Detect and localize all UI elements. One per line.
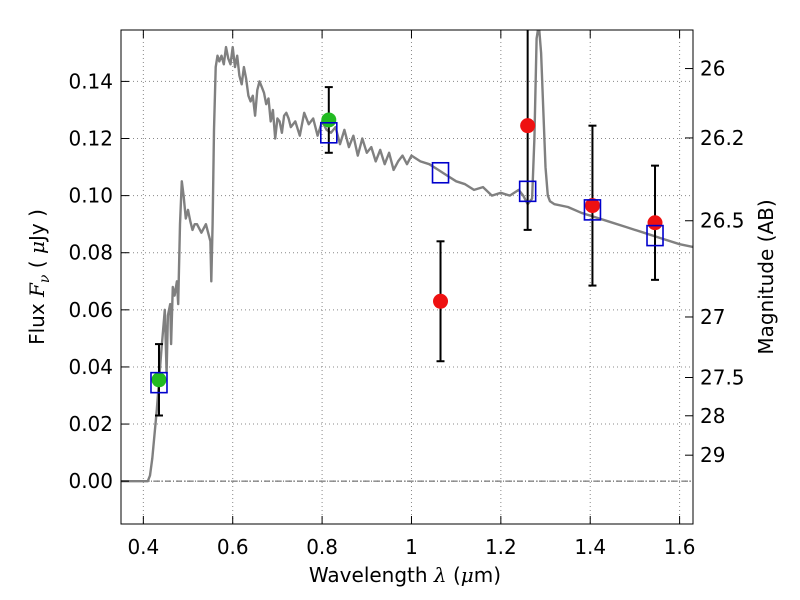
x-tick-label: 1	[405, 535, 418, 559]
y-axis-label-prefix: Flux	[25, 297, 49, 345]
y-tick-label: 0.00	[68, 469, 113, 493]
plot-area	[121, 30, 693, 524]
y2-tick-label: 27.5	[700, 366, 745, 390]
y2-axis-label: Magnitude (AB)	[754, 199, 778, 354]
x-axis-unit: m)	[474, 563, 501, 587]
y-axis-label: Flux Fν ( μJy )	[25, 209, 53, 345]
y-tick-label: 0.06	[68, 298, 113, 322]
y2-tick-label: 29	[700, 443, 725, 467]
model-flux-box-5	[646, 224, 664, 247]
ticks: 0.4 0.6 0.8 1 1.2 1.4 1.6 0.00 0.02 0.04 0.06 0.08 0…	[68, 30, 745, 559]
photometry-point-0	[433, 293, 449, 309]
y2-tick-label: 27	[700, 305, 725, 329]
y-tick-label: 0.02	[68, 412, 113, 436]
y-axis-open: (	[25, 254, 49, 275]
model-flux-box-4	[583, 199, 602, 221]
x-axis-mu: μ	[461, 563, 474, 587]
y2-tick-label: 26	[700, 57, 725, 81]
x-axis-label: Wavelength λ (μm)	[309, 563, 501, 587]
y-tick-label: 0.12	[68, 127, 113, 151]
x-axis-lambda: λ	[433, 563, 447, 587]
model-flux-box-2	[431, 161, 450, 184]
y-tick-label: 0.10	[68, 184, 113, 208]
model-flux-box-1	[319, 121, 338, 144]
y-axis-flux-symbol: F	[25, 282, 49, 298]
data-layer	[121, 30, 693, 483]
y-tick-label: 0.08	[68, 241, 113, 265]
x-axis-open: (	[447, 563, 461, 587]
photometry-point-2	[584, 198, 600, 214]
y-axis-mu: μ	[25, 241, 49, 254]
model-flux-box-0	[150, 371, 168, 394]
y-axis-flux-subscript: ν	[37, 274, 53, 283]
y2-tick-label: 26.2	[700, 126, 745, 150]
y-axis-unit: Jy )	[25, 209, 49, 243]
x-tick-label: 1.6	[664, 535, 696, 559]
photometry-point-3	[647, 215, 663, 231]
x-axis-label-prefix: Wavelength	[309, 563, 434, 587]
detection-point-1	[321, 112, 337, 128]
x-tick-label: 0.6	[217, 535, 249, 559]
y2-tick-label: 28	[700, 404, 725, 428]
model-flux-box-3	[518, 180, 537, 203]
x-tick-label: 1.4	[574, 535, 606, 559]
photometry-point-1	[520, 118, 536, 134]
x-tick-label: 0.4	[127, 535, 159, 559]
plot-frame	[120, 29, 694, 525]
y-tick-label: 0.04	[68, 355, 113, 379]
y-tick-label: 0.14	[68, 69, 113, 93]
detection-point-0	[151, 372, 167, 388]
x-tick-label: 1.2	[485, 535, 517, 559]
x-tick-label: 0.8	[306, 535, 338, 559]
y2-tick-label: 26.5	[700, 209, 745, 233]
